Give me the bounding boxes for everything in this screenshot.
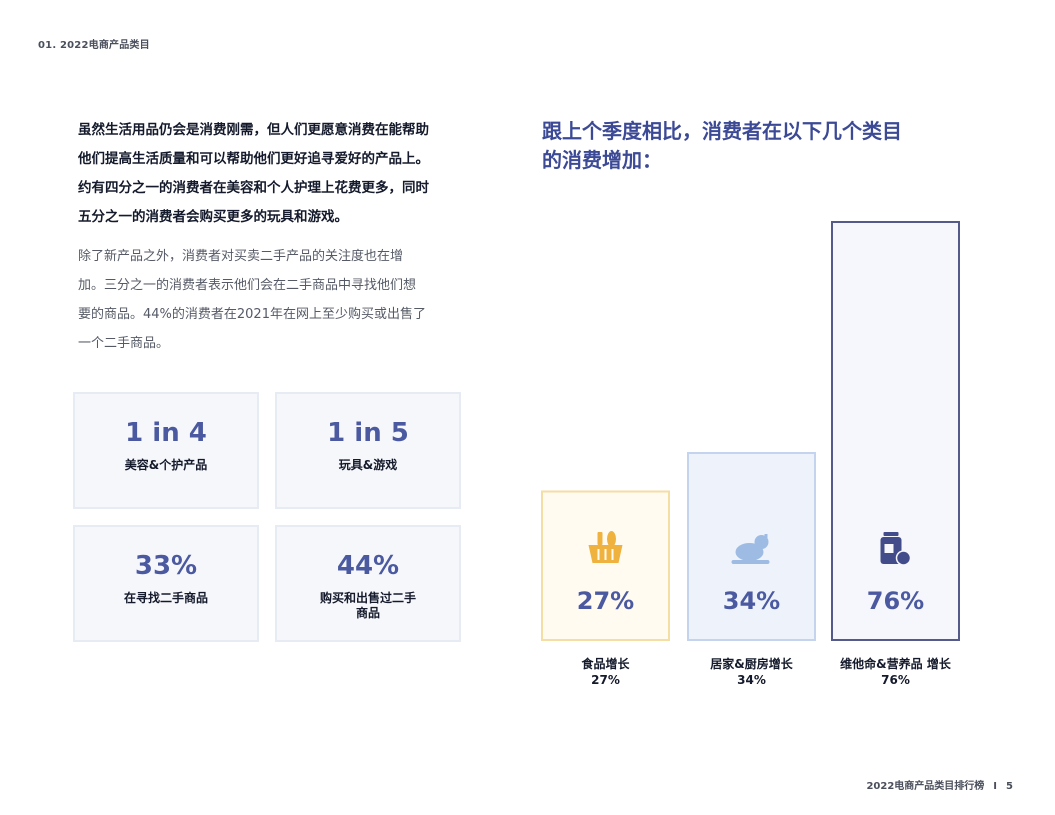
lead-line: 虽然生活用品仍会是消费刚需，但人们更愿意消费在能帮助 [78, 122, 429, 138]
bar-value-label: 76% [867, 587, 924, 615]
stat-label: 美容&个护产品 [124, 458, 208, 472]
stat-card-secondhand-search: 33% 在寻找二手商品 [73, 525, 259, 642]
stat-label: 购买和出售过二手 商品 [319, 591, 416, 620]
bar-value-label: 27% [577, 587, 634, 615]
plate-shape [731, 560, 770, 564]
bottle-label [884, 544, 894, 553]
section-tag: 01. 2022电商产品类目 [38, 40, 150, 51]
body-line: 要的商品。44%的消费者在2021年在网上至少购买或出售了 [78, 307, 426, 322]
lead-line: 五分之一的消费者会购买更多的玩具和游戏。 [78, 209, 348, 225]
chicken-body [735, 543, 764, 561]
pill-shape [895, 550, 912, 566]
bar [831, 221, 960, 641]
stat-label: 玩具&游戏 [338, 458, 398, 472]
stat-card-toys: 1 in 5 玩具&游戏 [275, 392, 461, 509]
body-line: 除了新产品之外，消费者对买卖二手产品的关注度也在增 [78, 249, 404, 264]
lead-line: 约有四分之一的消费者在美容和个人护理上花费更多，同时 [78, 180, 429, 196]
category-label: 维他命&营养品 增长 [840, 656, 952, 671]
bar [541, 490, 670, 641]
category-label: 居家&厨房增长 [710, 656, 793, 671]
category-value-label: 27% [591, 673, 620, 687]
bottle-cap [883, 532, 899, 536]
category-label: 食品增长 [580, 656, 630, 671]
stat-label: 在寻找二手商品 [123, 591, 208, 605]
lead-paragraph: 虽然生活用品仍会是消费刚需，但人们更愿意消费在能帮助 他们提高生活质量和可以帮助… [78, 116, 473, 232]
stat-value: 1 in 5 [327, 418, 409, 448]
stat-card-beauty: 1 in 4 美容&个护产品 [73, 392, 259, 509]
footer-title: 2022电商产品类目排行榜 [866, 781, 985, 792]
chart-title-line: 跟上个季度相比，消费者在以下几个类目 [542, 119, 902, 143]
chart-title-line: 的消费增加： [542, 148, 662, 172]
page-number: 5 [1006, 781, 1013, 792]
chart-title: 跟上个季度相比，消费者在以下几个类目 的消费增加： [542, 117, 982, 175]
footer: 2022电商产品类目排行榜 I 5 [866, 777, 1013, 792]
bottle-shape [597, 532, 603, 545]
footer-separator: I [993, 781, 998, 792]
body-paragraph: 除了新产品之外，消费者对买卖二手产品的关注度也在增 加。三分之一的消费者表示他们… [78, 242, 468, 358]
category-value-label: 34% [737, 673, 766, 687]
category-value-label: 76% [881, 673, 910, 687]
roast-chicken-icon [731, 534, 770, 564]
stat-value: 44% [336, 551, 400, 581]
body-line: 加。三分之一的消费者表示他们会在二手商品中寻找他们想 [78, 278, 417, 293]
stat-card-secondhand-trade: 44% 购买和出售过二手 商品 [275, 525, 461, 642]
bar-value-label: 34% [723, 587, 780, 615]
leg-bone [764, 534, 768, 540]
supplement-bottle-icon [880, 532, 912, 566]
stat-value: 1 in 4 [125, 418, 207, 448]
food-basket-icon [588, 531, 623, 563]
lead-line: 他们提高生活质量和可以帮助他们更好追寻爱好的产品上。 [78, 151, 429, 167]
stat-value: 33% [134, 551, 198, 581]
bread-shape [607, 531, 616, 547]
body-line: 一个二手商品。 [78, 336, 170, 351]
